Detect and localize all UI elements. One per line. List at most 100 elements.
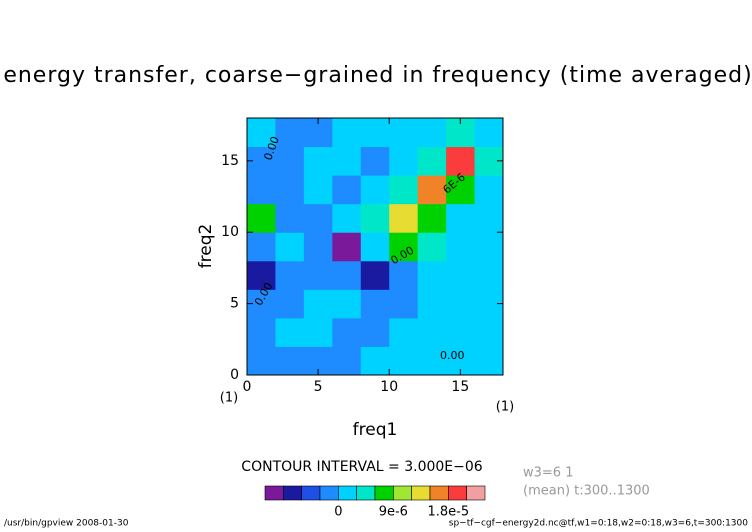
contour-cell <box>275 118 305 148</box>
contour-cell <box>247 346 276 376</box>
colorbar-box <box>466 485 486 501</box>
y-tick-label: 0 <box>230 367 239 383</box>
contour-cell <box>446 289 476 319</box>
contour-cell <box>303 175 333 205</box>
contour-cell <box>446 146 476 176</box>
side-note: (mean) t:300..1300 <box>523 484 650 499</box>
contour-cell <box>417 146 447 176</box>
contour-cell <box>303 317 333 347</box>
contour-cell <box>474 175 504 205</box>
x-unit: (1) <box>496 400 514 415</box>
y-axis-label: freq2 <box>196 224 216 269</box>
contour-cell <box>275 317 305 347</box>
x-tick-label: 15 <box>451 379 469 395</box>
contour-cell <box>332 317 362 347</box>
contour-cell <box>275 232 305 262</box>
x-axis-label: freq1 <box>353 420 398 440</box>
plot-frame <box>246 117 504 376</box>
colorbar-box <box>411 485 431 501</box>
colorbar-box <box>374 485 394 501</box>
contour-cell <box>332 289 362 319</box>
contour-cell <box>332 175 362 205</box>
contour-cell <box>247 260 276 290</box>
contour-cell <box>360 346 390 376</box>
y-tick-label: 10 <box>221 224 239 240</box>
contour-cell <box>360 232 390 262</box>
contour-cell <box>247 118 276 148</box>
colorbar-box <box>448 485 467 501</box>
colorbar-box <box>338 485 357 501</box>
contour-label: 0.00 <box>440 349 465 362</box>
contour-cell <box>417 317 447 347</box>
contour-cell <box>360 203 390 233</box>
contour-interval: CONTOUR INTERVAL = 3.000E−06 <box>241 459 482 475</box>
contour-cell <box>446 203 476 233</box>
contour-cell <box>303 260 333 290</box>
contour-cell <box>389 175 419 205</box>
contour-cell <box>389 146 419 176</box>
contour-cell <box>389 203 419 233</box>
contour-cell <box>389 232 419 262</box>
colorbar-label: 1.8e-5 <box>428 505 470 520</box>
contour-cell <box>360 260 390 290</box>
contour-cell <box>389 289 419 319</box>
contour-cell <box>474 118 504 148</box>
contour-cell <box>417 232 447 262</box>
contour-cell <box>332 232 362 262</box>
contour-cell <box>303 146 333 176</box>
y-unit: (1) <box>220 391 238 406</box>
contour-cell <box>389 317 419 347</box>
chart-title: energy transfer, coarse−grained in frequ… <box>3 63 752 88</box>
contour-cell <box>332 146 362 176</box>
contour-cell <box>275 175 305 205</box>
contour-cell <box>247 232 276 262</box>
contour-cell <box>332 346 362 376</box>
x-tick-label: 10 <box>380 379 398 395</box>
contour-cell <box>303 232 333 262</box>
contour-cell <box>474 346 504 376</box>
contour-cell <box>332 203 362 233</box>
contour-cell <box>446 175 476 205</box>
contour-cell <box>275 289 305 319</box>
contour-cell <box>417 346 447 376</box>
colorbar-box <box>283 485 302 501</box>
contour-cell <box>417 118 447 148</box>
x-tick-label: 5 <box>314 379 323 395</box>
contour-cell <box>303 203 333 233</box>
contour-cell <box>389 118 419 148</box>
contour-cell <box>275 203 305 233</box>
colorbar-box <box>301 485 321 501</box>
colorbar-label: 0 <box>334 505 342 520</box>
contour-cell <box>247 317 276 347</box>
colorbar-box <box>264 485 284 501</box>
colorbar-box <box>356 485 376 501</box>
contour-cell <box>332 260 362 290</box>
contour-cell <box>275 260 305 290</box>
contour-cell <box>275 146 305 176</box>
contour-cell <box>417 260 447 290</box>
contour-cell <box>247 175 276 205</box>
y-tick-label: 15 <box>221 153 239 169</box>
contour-cell <box>417 289 447 319</box>
colorbar-box <box>393 485 412 501</box>
contour-cell <box>360 289 390 319</box>
contour-cell <box>474 260 504 290</box>
contour-cell <box>389 260 419 290</box>
contour-cell <box>360 146 390 176</box>
colorbar-label: 9e-6 <box>379 505 408 520</box>
contour-cell <box>446 317 476 347</box>
contour-cell <box>474 232 504 262</box>
footer-left: /usr/bin/gpview 2008-01-30 <box>4 519 129 529</box>
contour-cell <box>446 260 476 290</box>
contour-cell <box>389 346 419 376</box>
contour-cell <box>247 203 276 233</box>
contour-cell <box>332 118 362 148</box>
contour-cell <box>417 203 447 233</box>
contour-cell <box>360 118 390 148</box>
colorbar-box <box>429 485 449 501</box>
x-tick-label: 0 <box>243 379 252 395</box>
contour-cell <box>303 289 333 319</box>
contour-cell <box>417 175 447 205</box>
y-tick-label: 5 <box>230 296 239 312</box>
